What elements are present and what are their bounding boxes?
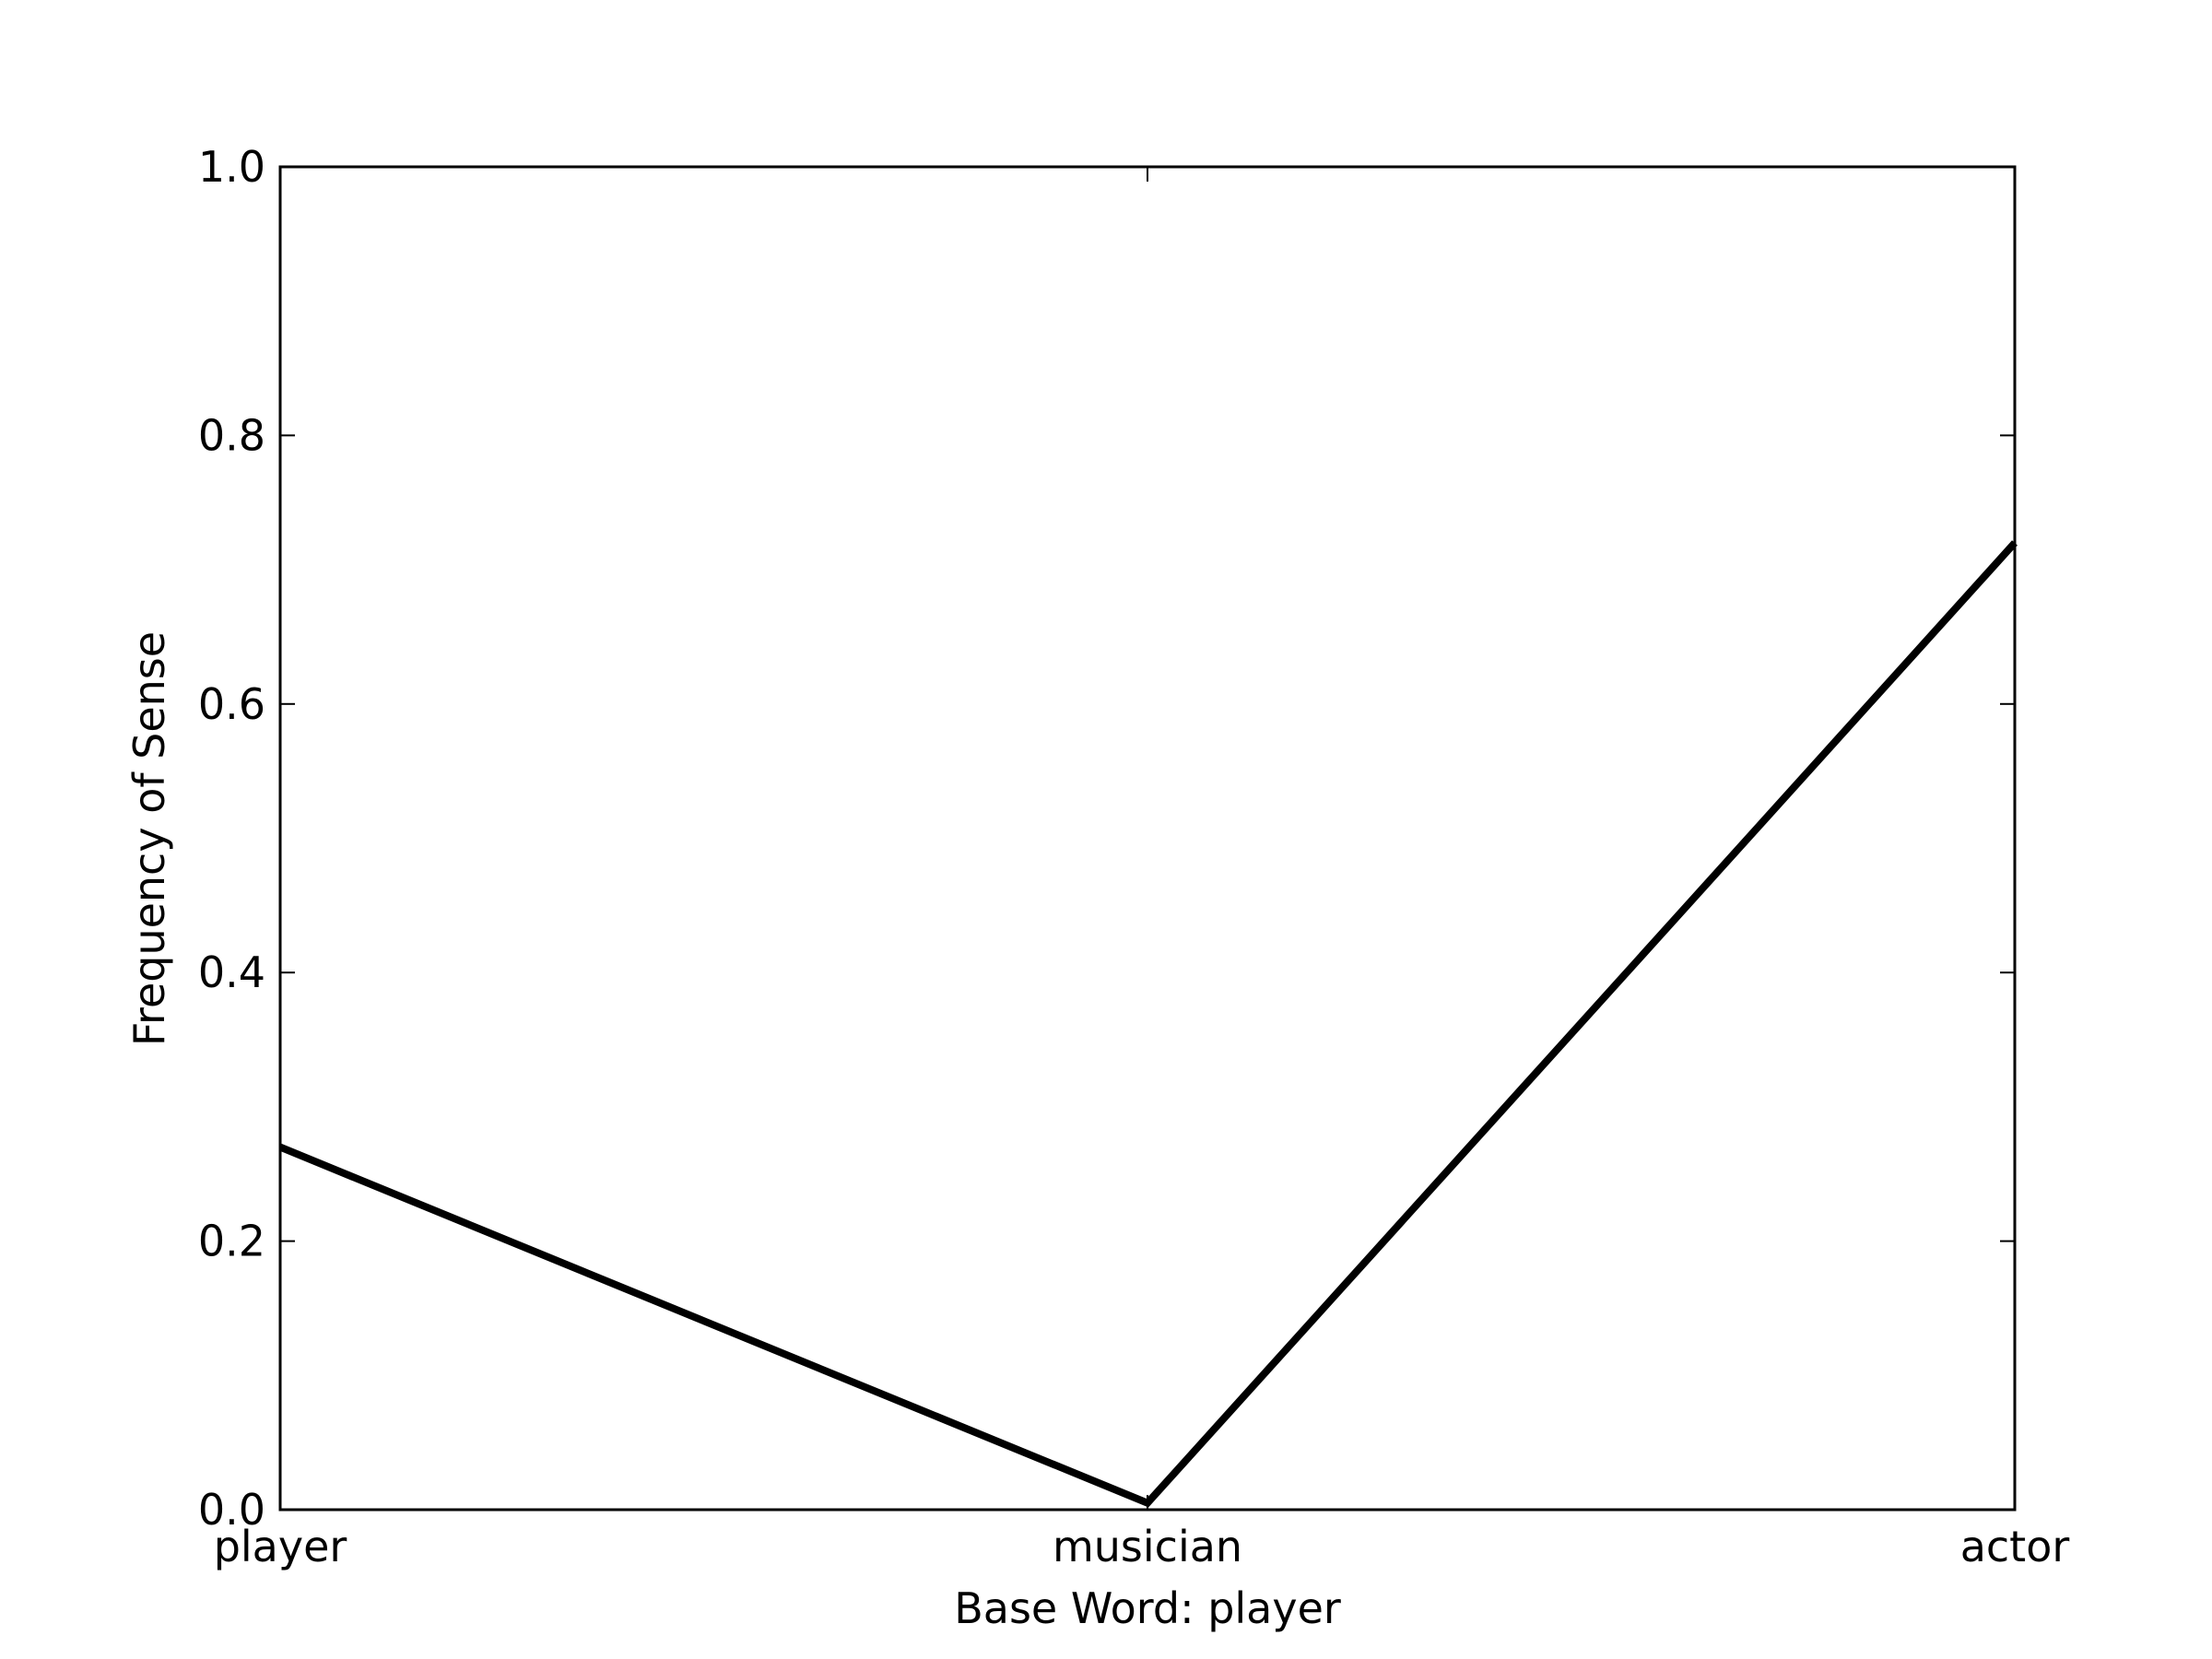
y-tick-label: 0.2 bbox=[198, 1217, 265, 1266]
x-tick-label: musician bbox=[1053, 1522, 1242, 1571]
tick-labels-layer: 0.0 0.2 0.4 0.6 0.8 1.0 player musician actor bbox=[198, 142, 2070, 1571]
y-axis-label: Frequency of Sense bbox=[124, 631, 174, 1046]
x-axis-label: Base Word: player bbox=[954, 1583, 1341, 1633]
series-layer bbox=[278, 540, 2018, 1508]
plot-frame bbox=[278, 165, 2017, 1512]
x-tick-label: player bbox=[214, 1522, 347, 1571]
y-tick-label: 0.8 bbox=[198, 410, 265, 460]
y-tick-label: 0.0 bbox=[198, 1485, 265, 1535]
series-line bbox=[278, 540, 2018, 1508]
plot-area bbox=[280, 167, 2015, 1510]
y-tick-label: 1.0 bbox=[198, 142, 265, 192]
y-tick-label: 0.4 bbox=[198, 947, 265, 997]
x-tick-label: actor bbox=[1960, 1522, 2070, 1571]
y-tick-label: 0.6 bbox=[198, 679, 265, 729]
